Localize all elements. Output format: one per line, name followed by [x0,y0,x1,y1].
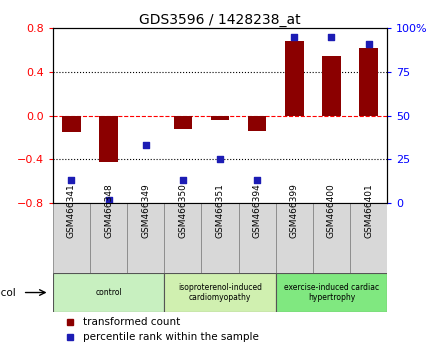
Bar [359,48,378,116]
Bar [211,116,229,120]
Title: GDS3596 / 1428238_at: GDS3596 / 1428238_at [139,13,301,27]
Bar [173,116,192,129]
Bar [248,116,267,131]
Text: GSM466349: GSM466349 [141,183,150,238]
FancyBboxPatch shape [202,203,238,273]
Text: GSM466341: GSM466341 [67,183,76,238]
FancyBboxPatch shape [164,203,202,273]
Text: GSM466350: GSM466350 [178,183,187,238]
Text: GSM466394: GSM466394 [253,183,262,238]
FancyBboxPatch shape [127,203,164,273]
Bar [285,41,304,116]
Point [253,178,260,183]
Point [68,178,75,183]
Point [142,143,149,148]
Bar [62,116,81,132]
Text: percentile rank within the sample: percentile rank within the sample [83,332,259,342]
Text: GSM466401: GSM466401 [364,183,373,238]
Point [328,34,335,40]
FancyBboxPatch shape [238,203,276,273]
FancyBboxPatch shape [350,203,387,273]
Bar [322,56,341,116]
FancyBboxPatch shape [53,203,90,273]
Text: exercise-induced cardiac
hypertrophy: exercise-induced cardiac hypertrophy [284,283,379,302]
FancyBboxPatch shape [276,203,313,273]
Text: protocol: protocol [0,287,16,297]
Point [365,41,372,47]
Text: transformed count: transformed count [83,317,180,327]
Point [105,197,112,202]
FancyBboxPatch shape [164,273,276,312]
FancyBboxPatch shape [53,273,164,312]
Text: GSM466399: GSM466399 [290,183,299,238]
Text: control: control [95,288,122,297]
FancyBboxPatch shape [90,203,127,273]
FancyBboxPatch shape [276,273,387,312]
Text: GSM466400: GSM466400 [327,183,336,238]
Point [216,156,224,162]
Text: isoproterenol-induced
cardiomyopathy: isoproterenol-induced cardiomyopathy [178,283,262,302]
FancyBboxPatch shape [313,203,350,273]
Bar [99,116,118,162]
Point [180,178,187,183]
Point [291,34,298,40]
Text: GSM466351: GSM466351 [216,183,224,238]
Text: GSM466348: GSM466348 [104,183,113,238]
